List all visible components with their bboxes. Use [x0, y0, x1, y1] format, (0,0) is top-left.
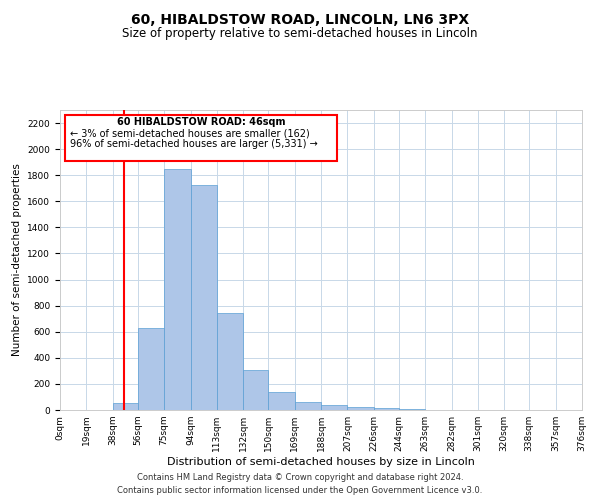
Bar — [113, 404, 138, 410]
Text: Contains HM Land Registry data © Crown copyright and database right 2024.
Contai: Contains HM Land Registry data © Crown c… — [118, 474, 482, 495]
Bar — [243, 370, 268, 410]
Bar — [268, 392, 295, 410]
Text: ← 3% of semi-detached houses are smaller (162): ← 3% of semi-detached houses are smaller… — [70, 128, 310, 138]
Text: Size of property relative to semi-detached houses in Lincoln: Size of property relative to semi-detach… — [122, 28, 478, 40]
Bar — [321, 406, 347, 410]
Bar — [295, 402, 321, 410]
X-axis label: Distribution of semi-detached houses by size in Lincoln: Distribution of semi-detached houses by … — [167, 457, 475, 467]
Text: 60 HIBALDSTOW ROAD: 46sqm: 60 HIBALDSTOW ROAD: 46sqm — [116, 117, 285, 127]
Bar — [138, 328, 164, 410]
Text: 60, HIBALDSTOW ROAD, LINCOLN, LN6 3PX: 60, HIBALDSTOW ROAD, LINCOLN, LN6 3PX — [131, 12, 469, 26]
Bar — [164, 168, 191, 410]
Bar — [191, 185, 217, 410]
Bar — [374, 408, 399, 410]
Bar — [217, 314, 243, 410]
Text: 96% of semi-detached houses are larger (5,331) →: 96% of semi-detached houses are larger (… — [70, 139, 317, 149]
Bar — [347, 408, 374, 410]
Y-axis label: Number of semi-detached properties: Number of semi-detached properties — [12, 164, 22, 356]
